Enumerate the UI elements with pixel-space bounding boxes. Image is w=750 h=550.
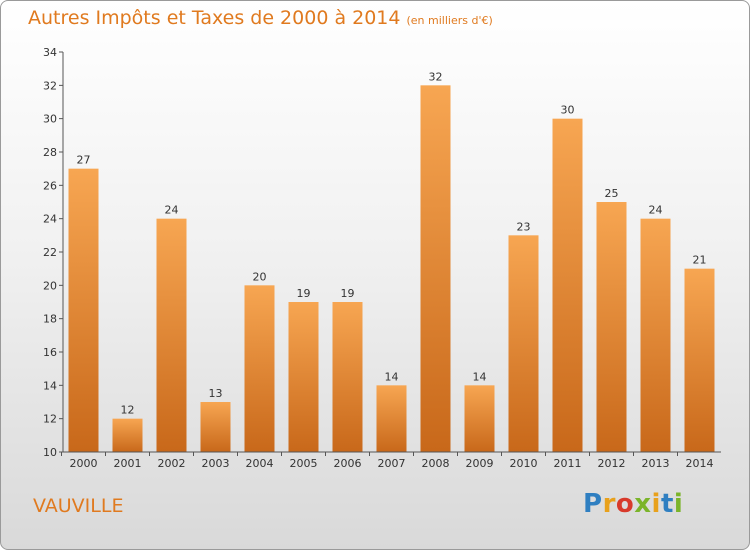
logo-letter: r bbox=[602, 489, 616, 519]
x-tick-label-2008: 2008 bbox=[422, 457, 450, 470]
value-label-2007: 14 bbox=[385, 370, 399, 383]
bar-2014 bbox=[684, 268, 715, 452]
value-label-2010: 23 bbox=[517, 220, 531, 233]
y-tick-label-20: 20 bbox=[43, 279, 57, 292]
bar-2008 bbox=[420, 85, 451, 452]
bar-2009 bbox=[464, 385, 495, 452]
chart-title: Autres Impôts et Taxes de 2000 à 2014 (en… bbox=[28, 7, 493, 29]
chart-title-unit: (en milliers d'€) bbox=[406, 14, 493, 27]
value-label-2012: 25 bbox=[605, 187, 619, 200]
logo-letter: t bbox=[660, 489, 674, 519]
x-tick-label-2003: 2003 bbox=[202, 457, 230, 470]
x-tick-label-2000: 2000 bbox=[70, 457, 98, 470]
x-tick-label-2013: 2013 bbox=[642, 457, 670, 470]
x-tick-label-2001: 2001 bbox=[114, 457, 142, 470]
y-tick-label-32: 32 bbox=[43, 79, 57, 92]
x-tick-label-2009: 2009 bbox=[466, 457, 494, 470]
y-tick-label-34: 34 bbox=[43, 46, 57, 59]
x-tick-label-2014: 2014 bbox=[686, 457, 714, 470]
bar-2002 bbox=[156, 218, 187, 452]
bars-layer: 27 12 24 13 20 19 19 14 32 14 23 30 25 24 21 bbox=[68, 70, 715, 453]
bar-2013 bbox=[640, 218, 671, 452]
x-tick-label-2005: 2005 bbox=[290, 457, 318, 470]
chart-title-text: Autres Impôts et Taxes de 2000 à 2014 bbox=[28, 7, 401, 29]
bar-2012 bbox=[596, 202, 627, 452]
bar-2006 bbox=[332, 302, 363, 452]
bar-2003 bbox=[200, 402, 231, 452]
value-label-2004: 20 bbox=[253, 270, 267, 283]
x-tick-label-2004: 2004 bbox=[246, 457, 274, 470]
bar-2005 bbox=[288, 302, 319, 452]
x-tick-label-2012: 2012 bbox=[598, 457, 626, 470]
bar-2001 bbox=[112, 418, 143, 452]
x-tick-label-2006: 2006 bbox=[334, 457, 362, 470]
value-label-2002: 24 bbox=[165, 204, 179, 217]
value-label-2009: 14 bbox=[473, 370, 487, 383]
value-label-2006: 19 bbox=[341, 287, 355, 300]
proxiti-logo[interactable]: Proxiti bbox=[583, 489, 683, 519]
value-label-2011: 30 bbox=[561, 104, 575, 117]
axes-layer: 2000 2001 2002 2003 2004 2005 2006 2007 2008 2009… bbox=[43, 46, 721, 470]
y-tick-label-16: 16 bbox=[43, 346, 57, 359]
x-tick-label-2002: 2002 bbox=[158, 457, 186, 470]
logo-letter: o bbox=[615, 489, 635, 519]
y-tick-label-24: 24 bbox=[43, 213, 57, 226]
bar-2000 bbox=[68, 168, 99, 452]
logo-letter: P bbox=[583, 489, 603, 519]
bar-2007 bbox=[376, 385, 407, 452]
value-label-2013: 24 bbox=[649, 204, 663, 217]
value-label-2005: 19 bbox=[297, 287, 311, 300]
y-tick-label-10: 10 bbox=[43, 446, 57, 459]
value-label-2008: 32 bbox=[429, 70, 443, 83]
value-label-2014: 21 bbox=[693, 254, 707, 267]
logo-letter: i bbox=[673, 489, 684, 519]
y-tick-label-12: 12 bbox=[43, 413, 57, 426]
x-tick-label-2010: 2010 bbox=[510, 457, 538, 470]
y-tick-label-22: 22 bbox=[43, 246, 57, 259]
y-tick-label-18: 18 bbox=[43, 313, 57, 326]
x-tick-label-2011: 2011 bbox=[554, 457, 582, 470]
y-tick-label-30: 30 bbox=[43, 113, 57, 126]
value-label-2003: 13 bbox=[209, 387, 223, 400]
value-label-2000: 27 bbox=[77, 154, 91, 167]
bar-2010 bbox=[508, 235, 539, 452]
logo-letter: x bbox=[634, 489, 652, 519]
location-label: VAUVILLE bbox=[33, 495, 124, 517]
bar-2011 bbox=[552, 118, 583, 453]
y-tick-label-26: 26 bbox=[43, 179, 57, 192]
bar-2004 bbox=[244, 285, 275, 452]
y-tick-label-14: 14 bbox=[43, 379, 57, 392]
x-tick-label-2007: 2007 bbox=[378, 457, 406, 470]
logo-letter: i bbox=[651, 489, 661, 519]
y-tick-label-28: 28 bbox=[43, 146, 57, 159]
value-label-2001: 12 bbox=[121, 404, 135, 417]
